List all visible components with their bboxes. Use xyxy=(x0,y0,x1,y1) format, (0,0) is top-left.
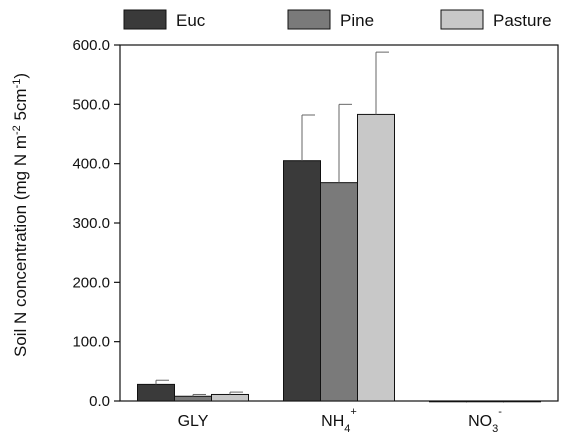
legend-swatch xyxy=(287,9,331,30)
x-tick-label: NH4+ xyxy=(321,406,357,435)
legend-swatch xyxy=(123,9,167,30)
x-axis: GLY NH4+ NO3- xyxy=(178,406,503,435)
x-tick-label: GLY xyxy=(178,413,209,430)
y-axis-label: Soil N concentration (mg N m-2 5cm-1) xyxy=(11,73,30,357)
bar xyxy=(320,182,358,402)
bar xyxy=(466,400,504,403)
y-tick-label: 0.0 xyxy=(89,393,110,410)
bar xyxy=(429,400,467,403)
y-tick-label: 600.0 xyxy=(72,37,110,54)
bar xyxy=(503,400,541,403)
bar xyxy=(137,383,175,402)
bar xyxy=(357,113,395,402)
y-tick-label: 200.0 xyxy=(72,274,110,291)
legend-label: Pasture xyxy=(493,11,552,30)
error-bars xyxy=(155,51,389,397)
y-tick-label: 100.0 xyxy=(72,334,110,351)
chart-legend: Euc Pine Pasture xyxy=(123,9,552,30)
legend-swatch xyxy=(440,9,484,30)
legend-label: Pine xyxy=(340,11,374,30)
legend-label: Euc xyxy=(176,11,206,30)
y-axis: 0.0 100.0 200.0 300.0 400.0 500.0 600.0 xyxy=(72,37,120,410)
x-tick-label: NO3- xyxy=(468,406,502,435)
bar xyxy=(174,395,212,402)
y-tick-label: 400.0 xyxy=(72,156,110,173)
bar xyxy=(283,160,321,402)
bar xyxy=(211,393,249,402)
y-tick-label: 500.0 xyxy=(72,96,110,113)
y-tick-label: 300.0 xyxy=(72,215,110,232)
